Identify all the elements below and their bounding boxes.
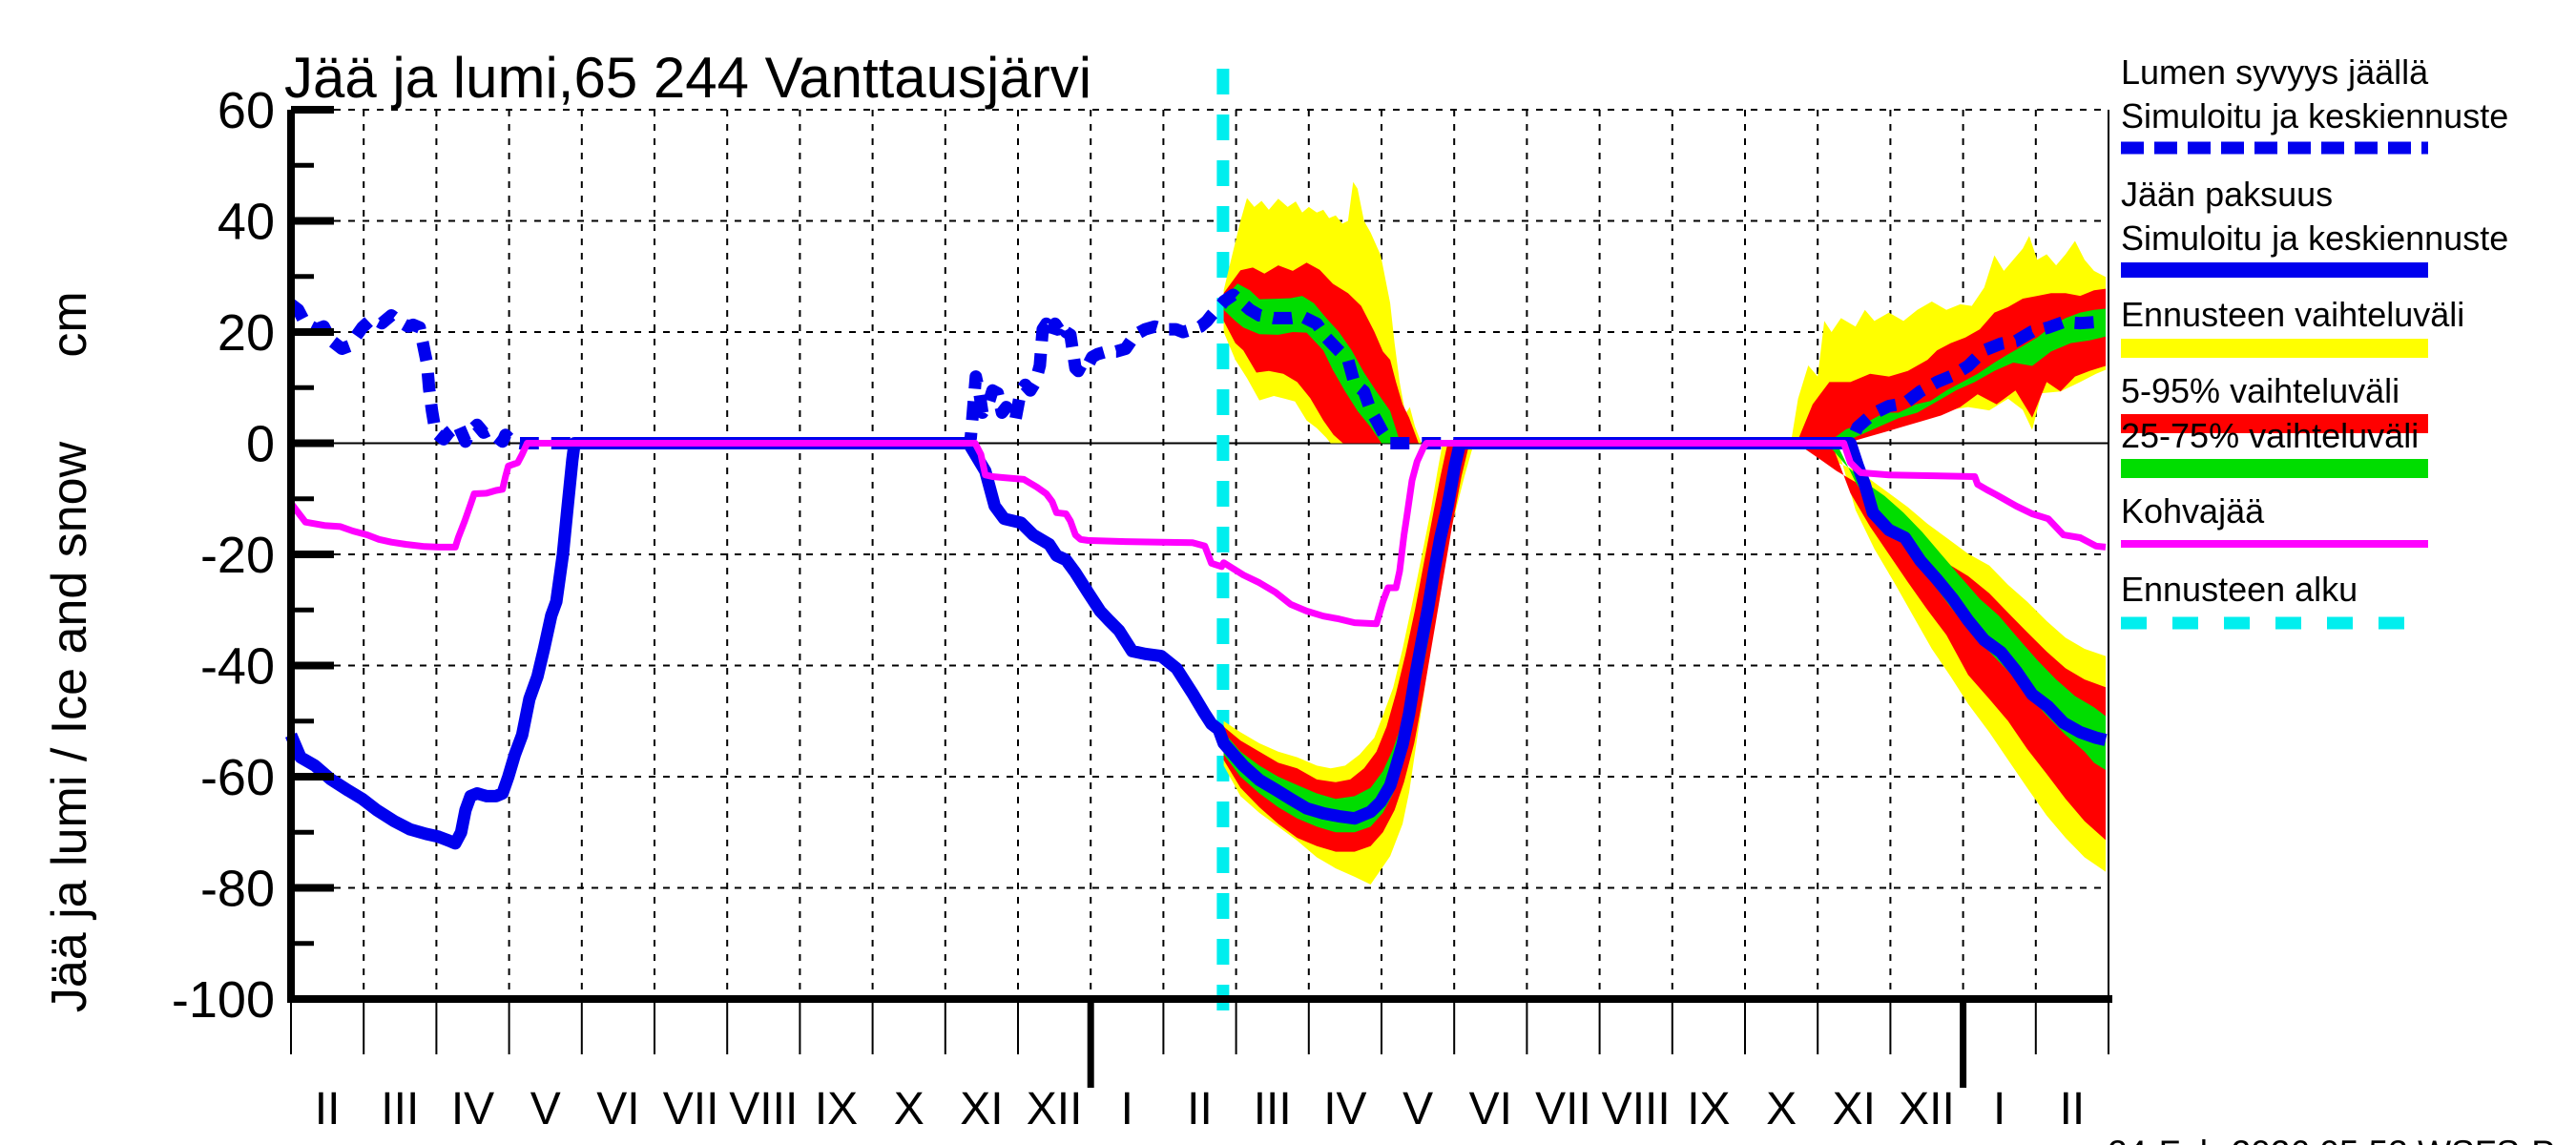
month-label: VI <box>1469 1084 1512 1135</box>
month-label: III <box>1254 1084 1292 1135</box>
month-label: IX <box>815 1084 858 1135</box>
y-tick-label: -20 <box>200 527 275 584</box>
legend-label: 5-95% vaihteluväli <box>2121 371 2399 410</box>
month-label: II <box>1187 1084 1213 1135</box>
y-tick-label: 20 <box>218 304 275 362</box>
legend-label: 25-75% vaihteluväli <box>2121 416 2419 455</box>
band-w2-ice-minmax <box>1792 443 2106 872</box>
month-label: II <box>315 1084 341 1135</box>
snow-depth-line <box>287 288 2107 449</box>
month-label: VIII <box>729 1084 798 1135</box>
ice-thickness-line <box>285 437 2108 850</box>
timestamp: 24-Feb-2026 05:53 WSFS-P <box>2108 1134 2555 1145</box>
legend-label: Lumen syvyys jäällä <box>2121 52 2429 92</box>
month-label: XI <box>960 1084 1003 1135</box>
y-tick-label: 0 <box>246 416 275 473</box>
legend-label: Kohvajää <box>2121 491 2265 531</box>
y-axis-unit: cm <box>42 291 97 357</box>
y-tick-label: 40 <box>218 194 275 251</box>
y-tick-label: -60 <box>200 749 275 806</box>
y-tick-label: -80 <box>200 861 275 918</box>
legend-label: Simuloitu ja keskiennuste <box>2121 219 2508 258</box>
month-label: VIII <box>1602 1084 1671 1135</box>
month-label: IV <box>1323 1084 1366 1135</box>
month-label: V <box>530 1084 561 1135</box>
month-label: X <box>1766 1084 1797 1135</box>
month-label: X <box>894 1084 924 1135</box>
legend-label: Ennusteen vaihteluväli <box>2121 295 2464 334</box>
month-label: VII <box>663 1084 719 1135</box>
month-label: V <box>1402 1084 1433 1135</box>
y-axis-label: Jää ja lumi / Ice and snow <box>42 441 97 1012</box>
y-tick-label: 60 <box>218 82 275 139</box>
month-label: XI <box>1833 1084 1876 1135</box>
band-w1-snow-25-75 <box>1223 283 1401 444</box>
legend-label: Simuloitu ja keskiennuste <box>2121 96 2508 135</box>
month-label: XII <box>1027 1084 1083 1135</box>
month-label: I <box>1993 1084 2005 1135</box>
legend-label: Jään paksuus <box>2121 175 2333 214</box>
month-label: IV <box>451 1084 494 1135</box>
month-label: VI <box>596 1084 639 1135</box>
month-label: XII <box>1899 1084 1955 1135</box>
band-w2-ice-25-75 <box>1827 443 2106 770</box>
month-label: II <box>2060 1084 2086 1135</box>
band-w2-snow-25-75 <box>1827 308 2106 444</box>
legend-label: Ennusteen alku <box>2121 570 2358 609</box>
band-w1-ice-5-95 <box>1223 443 1470 852</box>
y-tick-label: -40 <box>200 638 275 696</box>
month-label: IX <box>1687 1084 1730 1135</box>
kohvajaa-line <box>288 440 2107 628</box>
month-label: I <box>1121 1084 1133 1135</box>
month-label: III <box>381 1084 419 1135</box>
band-w2-ice-5-95 <box>1797 443 2106 841</box>
chart-title: Jää ja lumi,65 244 Vanttausjärvi <box>284 46 1091 110</box>
month-label: VII <box>1535 1084 1591 1135</box>
y-tick-label: -100 <box>172 971 275 1029</box>
